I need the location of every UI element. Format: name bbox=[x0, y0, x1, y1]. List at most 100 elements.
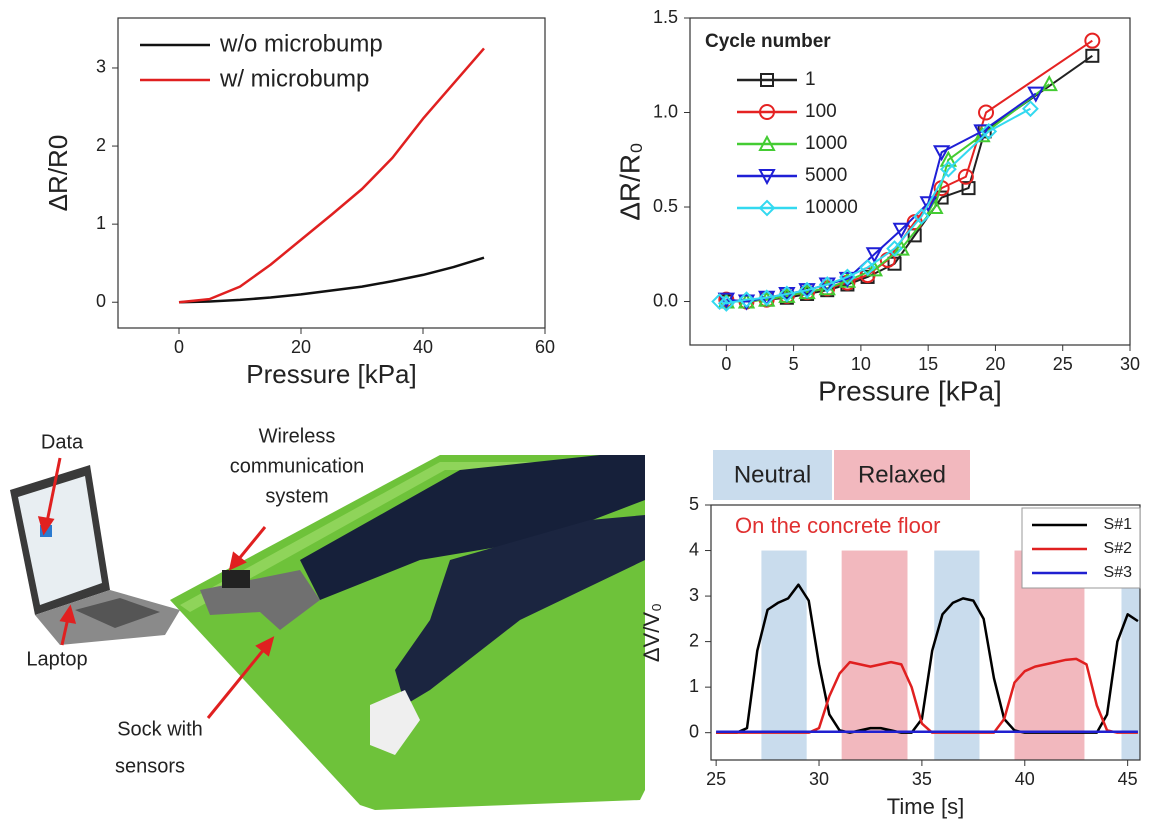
plot-frame bbox=[710, 504, 1141, 761]
x-tick-label: 35 bbox=[912, 769, 932, 789]
y-tick-label: 2 bbox=[96, 135, 106, 155]
phase-label: Neutral bbox=[734, 461, 811, 488]
legend-label: 100 bbox=[805, 101, 837, 122]
marker bbox=[978, 104, 995, 121]
marker bbox=[738, 291, 755, 309]
legend-label: 1 bbox=[805, 69, 816, 90]
plot-frame bbox=[689, 17, 1131, 346]
marker bbox=[760, 73, 774, 87]
y-tick-label: 1 bbox=[689, 676, 699, 696]
marker bbox=[913, 208, 930, 225]
wireless-module bbox=[222, 570, 250, 588]
marker bbox=[865, 247, 884, 264]
legend-label: 5000 bbox=[805, 165, 847, 186]
arrow bbox=[60, 617, 70, 646]
marker bbox=[717, 295, 735, 312]
leg bbox=[300, 455, 645, 600]
legend-label: S#2 bbox=[1104, 540, 1133, 557]
photo: Data Laptop Wireless communication syste… bbox=[10, 425, 645, 810]
x-tick-label: 0 bbox=[174, 337, 184, 357]
marker bbox=[961, 181, 976, 196]
phase-band bbox=[934, 550, 980, 760]
plot-frame bbox=[117, 17, 546, 329]
series-line bbox=[178, 256, 485, 304]
x-tick-label: 20 bbox=[291, 337, 311, 357]
y-tick-label: 1.5 bbox=[653, 7, 678, 27]
arrow bbox=[206, 647, 267, 719]
leg bbox=[395, 515, 645, 705]
marker bbox=[1085, 48, 1100, 63]
x-tick-label: 5 bbox=[789, 354, 799, 374]
photo-label: Wireless bbox=[259, 425, 336, 447]
x-tick-label: 0 bbox=[721, 354, 731, 374]
phase-box bbox=[713, 450, 832, 500]
arrow bbox=[45, 457, 62, 523]
marker bbox=[859, 259, 877, 276]
marker bbox=[926, 197, 944, 215]
marker bbox=[1040, 75, 1058, 92]
chart: 0 20 40 60 0 1 2 3 Pressure [kPa] ΔR/R0 w/o microb… bbox=[43, 17, 555, 389]
marker bbox=[957, 168, 974, 185]
photo-label: sensors bbox=[115, 755, 185, 777]
series-line bbox=[178, 47, 485, 304]
legend-label: 1000 bbox=[805, 133, 847, 154]
x-tick-label: 40 bbox=[413, 337, 433, 357]
y-tick-label: 3 bbox=[689, 585, 699, 605]
legend-label: S#3 bbox=[1104, 564, 1133, 581]
arrow-head bbox=[37, 516, 55, 536]
laptop-keyboard bbox=[75, 598, 160, 628]
y-tick-label: 0.5 bbox=[653, 196, 678, 216]
marker bbox=[892, 222, 910, 239]
y-tick-label: 2 bbox=[689, 630, 699, 650]
x-tick-label: 25 bbox=[706, 769, 726, 789]
marker bbox=[919, 196, 937, 213]
arrows bbox=[37, 457, 275, 719]
series-line bbox=[726, 83, 1050, 303]
x-tick-label: 20 bbox=[985, 354, 1005, 374]
marker bbox=[778, 285, 796, 303]
marker bbox=[1027, 86, 1045, 103]
y-tick-label: 0 bbox=[689, 721, 699, 741]
y-axis-label: ΔV/V₀ bbox=[639, 603, 664, 662]
marker bbox=[865, 260, 884, 277]
arrow bbox=[236, 526, 267, 561]
marker bbox=[798, 281, 816, 299]
marker bbox=[758, 199, 776, 217]
x-tick-label: 25 bbox=[1053, 354, 1073, 374]
laptop-display bbox=[18, 476, 102, 605]
legend-label: w/o microbump bbox=[219, 30, 383, 57]
series-line bbox=[719, 107, 1031, 305]
arrow-head bbox=[255, 636, 275, 657]
phase-band bbox=[1121, 550, 1140, 760]
photo-label: system bbox=[265, 485, 328, 507]
photo-label: Data bbox=[41, 431, 84, 453]
marker bbox=[839, 268, 856, 286]
marker bbox=[758, 169, 776, 186]
legend-label: w/ microbump bbox=[219, 65, 369, 92]
y-tick-label: 4 bbox=[689, 539, 699, 559]
marker bbox=[758, 289, 776, 307]
phase-box bbox=[834, 450, 970, 500]
marker bbox=[939, 150, 958, 167]
marker bbox=[759, 104, 775, 120]
legend-label: S#1 bbox=[1104, 516, 1133, 533]
arrow-head bbox=[228, 551, 247, 571]
marker bbox=[932, 145, 951, 162]
phase-label: Relaxed bbox=[858, 461, 946, 488]
x-tick-label: 15 bbox=[918, 354, 938, 374]
marker bbox=[980, 122, 998, 140]
legend-title: Cycle number bbox=[705, 31, 831, 52]
foot bbox=[370, 690, 420, 755]
marker bbox=[939, 160, 957, 178]
annotation: On the concrete floor bbox=[735, 513, 940, 538]
marker bbox=[758, 134, 776, 151]
y-tick-label: 1 bbox=[96, 213, 106, 233]
marker bbox=[818, 276, 836, 293]
y-tick-label: 1.0 bbox=[653, 101, 678, 121]
y-tick-label: 0.0 bbox=[653, 290, 678, 310]
x-tick-label: 40 bbox=[1015, 769, 1035, 789]
x-axis-label: Pressure [kPa] bbox=[818, 375, 1002, 406]
marker bbox=[1084, 32, 1101, 49]
